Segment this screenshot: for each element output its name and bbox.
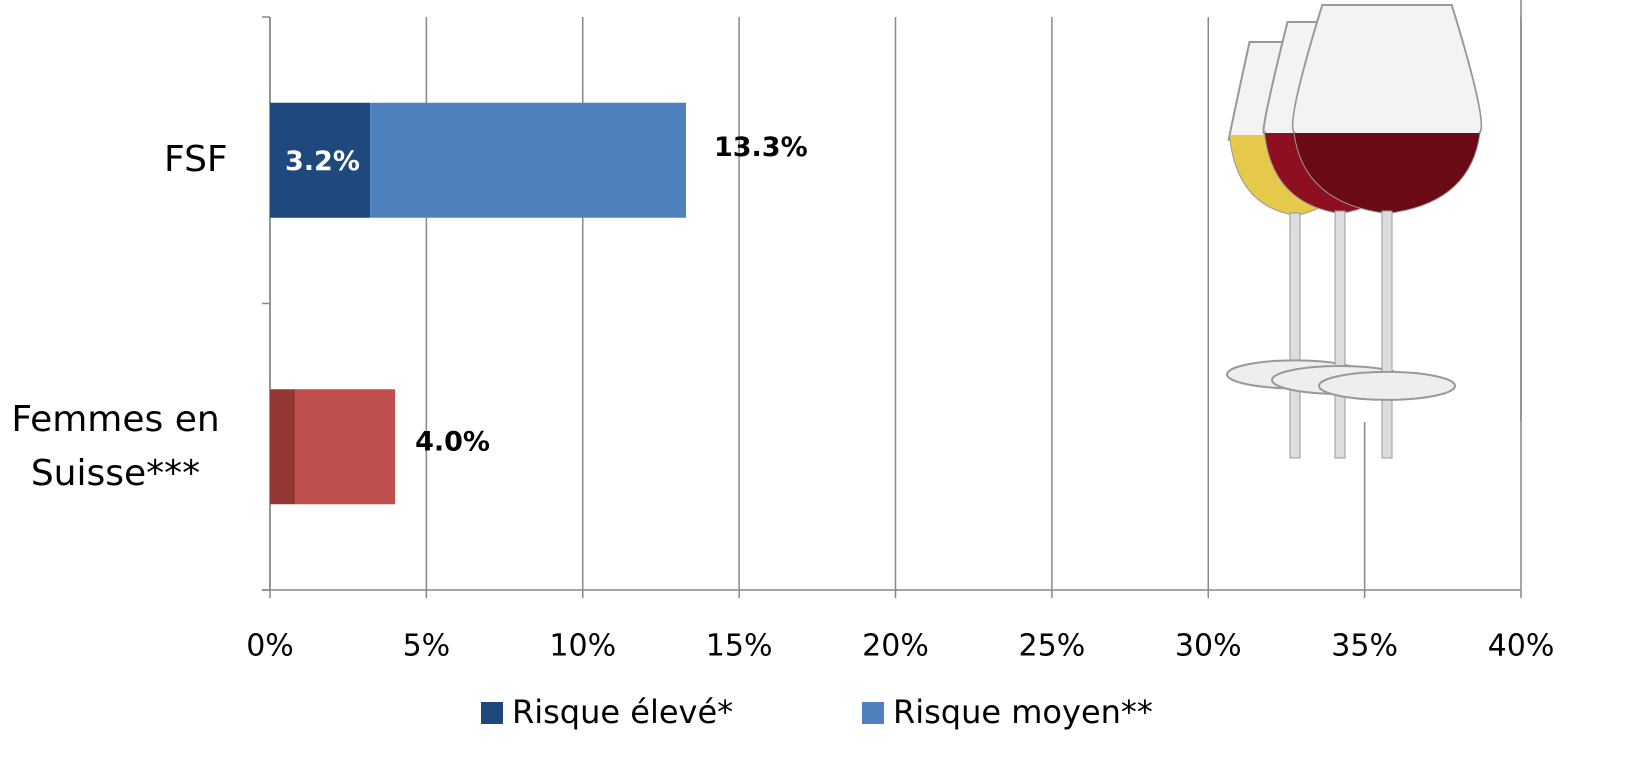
- x-tick-label: 40%: [1488, 629, 1555, 664]
- glass-wine: [1294, 133, 1480, 213]
- total-label: 4.0%: [415, 426, 490, 457]
- glass-stem: [1289, 212, 1301, 459]
- x-tick-label: 20%: [862, 629, 929, 664]
- glass-stem: [1334, 210, 1346, 459]
- bar-segment: [270, 102, 371, 218]
- bar-segment: [270, 389, 296, 505]
- x-tick-label: 5%: [403, 629, 451, 664]
- total-label: 13.3%: [714, 132, 808, 163]
- bar-segment: [295, 389, 396, 505]
- bar-segment: [370, 102, 686, 218]
- value-label: 3.2%: [285, 146, 360, 177]
- x-tick-label: 35%: [1331, 629, 1398, 664]
- legend-swatch: [862, 702, 884, 724]
- x-tick-label: 15%: [706, 629, 773, 664]
- x-tick-label: 25%: [1019, 629, 1086, 664]
- category-label: Femmes en Suisse***: [11, 398, 220, 494]
- wine-glasses-image: [1212, 0, 1522, 459]
- legend-label: Risque moyen**: [893, 693, 1153, 731]
- x-tick-label: 10%: [549, 629, 616, 664]
- x-tick-label: 0%: [246, 629, 294, 664]
- legend-label: Risque élevé*: [512, 693, 733, 731]
- x-tick-label: 30%: [1175, 629, 1242, 664]
- glass-stem: [1381, 210, 1393, 459]
- glass-foot: [1318, 370, 1456, 401]
- legend-swatch: [481, 702, 503, 724]
- category-label: FSF: [164, 139, 228, 181]
